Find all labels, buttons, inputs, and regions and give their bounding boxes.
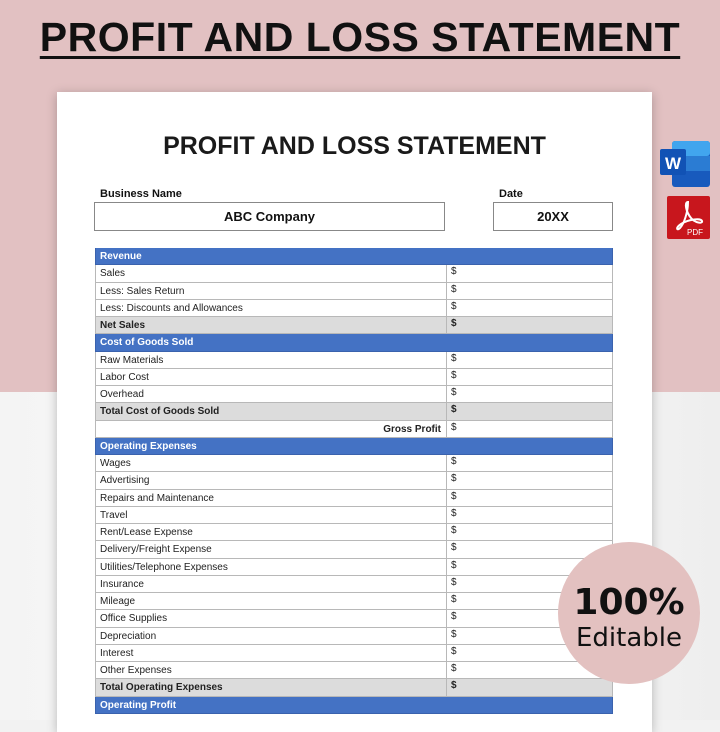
row-label: Less: Sales Return <box>96 282 447 299</box>
row-label: Utilities/Telephone Expenses <box>96 558 447 575</box>
table-row: Raw Materials $ <box>95 351 613 369</box>
table-row: Labor Cost $ <box>95 368 613 386</box>
table-row: Wages $ <box>95 455 613 473</box>
row-amount-cell[interactable]: $ <box>451 680 457 692</box>
row-label: Less: Discounts and Allowances <box>96 299 447 316</box>
row-label: Total Cost of Goods Sold <box>96 403 447 420</box>
row-amount-cell[interactable]: $ <box>451 594 457 605</box>
row-label: Advertising <box>96 472 447 489</box>
row-amount-cell[interactable]: $ <box>451 663 457 674</box>
date-field[interactable]: 20XX <box>493 202 613 231</box>
table-row: Office Supplies $ <box>95 610 613 628</box>
row-amount-cell[interactable]: $ <box>451 525 457 536</box>
row-label: Office Supplies <box>96 610 447 627</box>
row-label: Revenue <box>100 251 142 262</box>
row-amount-cell[interactable]: $ <box>451 387 457 398</box>
row-label: Labor Cost <box>96 368 447 385</box>
word-icon-letter: W <box>665 154 682 173</box>
table-row: Other Expenses $ <box>95 662 613 680</box>
row-amount-cell[interactable]: $ <box>451 542 457 554</box>
section-header: Revenue <box>95 248 613 266</box>
document-title: PROFIT AND LOSS STATEMENT <box>163 132 546 160</box>
table-row: Less: Discounts and Allowances $ <box>95 299 613 317</box>
editable-badge: 100% Editable <box>558 542 700 684</box>
table-row: Overhead $ <box>95 386 613 404</box>
row-label: Operating Expenses <box>100 440 197 452</box>
row-label: Depreciation <box>96 627 447 644</box>
table-row: Sales $ <box>95 265 613 283</box>
row-amount-cell[interactable]: $ <box>451 490 457 502</box>
pl-table: Revenue Sales $ Less: Sales Return $ Less: Di… <box>95 248 613 714</box>
row-label: Interest <box>96 644 447 661</box>
row-amount-cell[interactable]: $ <box>451 404 457 416</box>
section-header: Operating Expenses <box>95 437 613 455</box>
table-row: Insurance $ <box>95 575 613 593</box>
banner-title-text: PROFIT AND LOSS STATEMENT <box>39 14 681 60</box>
row-label: Repairs and Maintenance <box>96 489 447 506</box>
table-row: Depreciation $ <box>95 627 613 645</box>
row-label: Travel <box>96 506 447 523</box>
row-label: Cost of Goods Sold <box>100 337 194 349</box>
table-row: Mileage $ <box>95 593 613 611</box>
row-label: Overhead <box>96 386 447 403</box>
row-label: Total Operating Expenses <box>96 679 447 696</box>
row-amount-cell[interactable]: $ <box>451 421 457 433</box>
table-row: Total Cost of Goods Sold $ <box>95 403 613 421</box>
business-name-field[interactable]: ABC Company <box>94 202 445 231</box>
table-row: Gross Profit $ <box>95 420 613 438</box>
row-amount-cell[interactable]: $ <box>451 559 457 571</box>
row-label: Mileage <box>96 593 447 610</box>
row-label: Operating Profit <box>100 699 177 711</box>
table-row: Repairs and Maintenance $ <box>95 489 613 507</box>
row-label: Gross Profit <box>96 420 447 437</box>
row-amount-cell[interactable]: $ <box>451 507 457 519</box>
pdf-icon: PDF <box>667 196 710 239</box>
row-label: Other Expenses <box>96 662 447 679</box>
table-row: Utilities/Telephone Expenses $ <box>95 558 613 576</box>
row-amount-cell[interactable]: $ <box>451 352 457 364</box>
row-label: Raw Materials <box>96 351 447 368</box>
section-header: Operating Profit <box>95 696 613 714</box>
row-amount-cell[interactable]: $ <box>451 300 457 312</box>
row-amount-cell[interactable]: $ <box>451 576 457 588</box>
row-amount-cell[interactable]: $ <box>451 473 457 485</box>
row-amount-cell[interactable]: $ <box>451 283 457 295</box>
row-label: Rent/Lease Expense <box>96 524 447 541</box>
row-amount-cell[interactable]: $ <box>451 266 457 278</box>
table-row: Net Sales $ <box>95 317 613 335</box>
row-amount-cell[interactable]: $ <box>451 611 457 623</box>
row-amount-cell[interactable]: $ <box>451 628 457 640</box>
badge-percent: 100% <box>573 582 685 623</box>
pdf-icon-label: PDF <box>687 228 703 237</box>
row-label: Insurance <box>96 575 447 592</box>
badge-text: Editable <box>575 623 682 653</box>
section-header: Cost of Goods Sold <box>95 334 613 352</box>
table-row: Less: Sales Return $ <box>95 282 613 300</box>
table-row: Interest $ <box>95 644 613 662</box>
row-amount-cell[interactable]: $ <box>451 318 457 329</box>
business-name-label: Business Name <box>100 188 182 200</box>
row-amount-cell[interactable]: $ <box>451 456 457 467</box>
row-label: Delivery/Freight Expense <box>96 541 447 558</box>
row-label: Wages <box>96 455 447 472</box>
row-amount-cell[interactable]: $ <box>451 645 457 657</box>
table-row: Rent/Lease Expense $ <box>95 524 613 542</box>
table-row: Delivery/Freight Expense $ <box>95 541 613 559</box>
banner-title: PROFIT AND LOSS STATEMENT <box>0 14 720 61</box>
table-row: Travel $ <box>95 506 613 524</box>
row-label: Net Sales <box>96 317 447 334</box>
date-label: Date <box>499 188 523 200</box>
row-label: Sales <box>96 265 447 282</box>
word-icon: W <box>660 141 710 187</box>
table-row: Advertising $ <box>95 472 613 490</box>
row-amount-cell[interactable]: $ <box>451 369 457 381</box>
table-row: Total Operating Expenses $ <box>95 679 613 697</box>
